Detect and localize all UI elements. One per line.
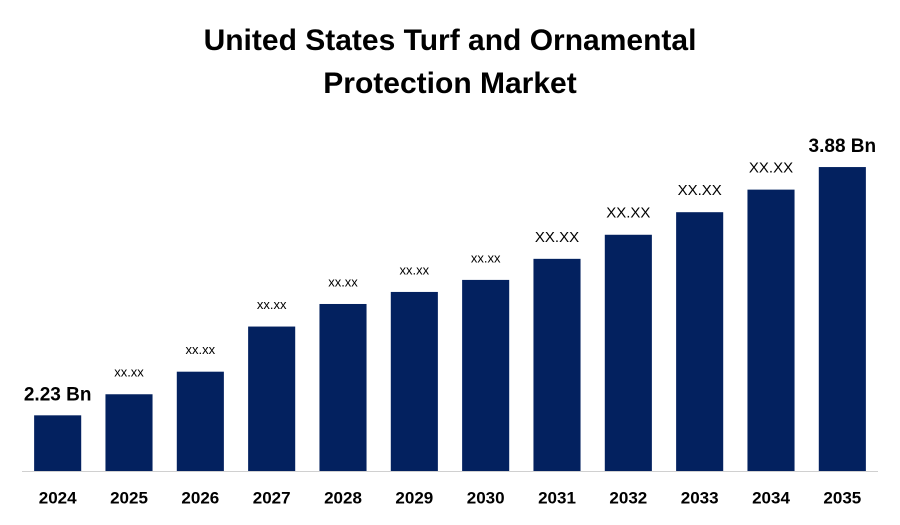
x-tick-label: 2028	[324, 488, 362, 507]
bar	[248, 326, 296, 471]
x-tick-label: 2030	[467, 488, 505, 507]
bar	[604, 234, 652, 471]
chart-title: Protection Market	[323, 67, 576, 100]
value-label: xx.xx	[114, 365, 144, 380]
x-tick-label: 2032	[609, 488, 647, 507]
value-label: XX.XX	[678, 182, 722, 199]
value-label: xx.xx	[328, 274, 358, 289]
x-tick-label: 2035	[823, 488, 861, 507]
x-tick-label: 2027	[253, 488, 291, 507]
x-tick-label: 2026	[181, 488, 219, 507]
value-label: XX.XX	[606, 205, 650, 222]
bar	[818, 167, 866, 471]
x-tick-label: 2034	[752, 488, 790, 507]
x-tick-label: 2029	[395, 488, 433, 507]
value-label: 2.23 Bn	[24, 384, 92, 405]
bar	[105, 394, 153, 471]
bar	[390, 291, 438, 471]
x-tick-label: 2025	[110, 488, 148, 507]
value-label: xx.xx	[186, 342, 216, 357]
bar	[533, 258, 581, 471]
bar	[34, 415, 82, 471]
x-tick-label: 2024	[39, 488, 77, 507]
chart-title: United States Turf and Ornamental	[204, 24, 697, 57]
value-label: xx.xx	[400, 262, 430, 277]
value-label: xx.xx	[471, 250, 501, 265]
bar	[319, 303, 367, 471]
bar	[747, 189, 795, 472]
bar	[462, 279, 510, 471]
value-label: 3.88 Bn	[809, 136, 877, 157]
bar	[176, 371, 224, 471]
x-tick-label: 2033	[681, 488, 719, 507]
value-label: XX.XX	[749, 160, 793, 177]
x-tick-label: 2031	[538, 488, 576, 507]
value-label: xx.xx	[257, 297, 287, 312]
value-label: XX.XX	[535, 229, 579, 246]
bar	[676, 212, 724, 471]
